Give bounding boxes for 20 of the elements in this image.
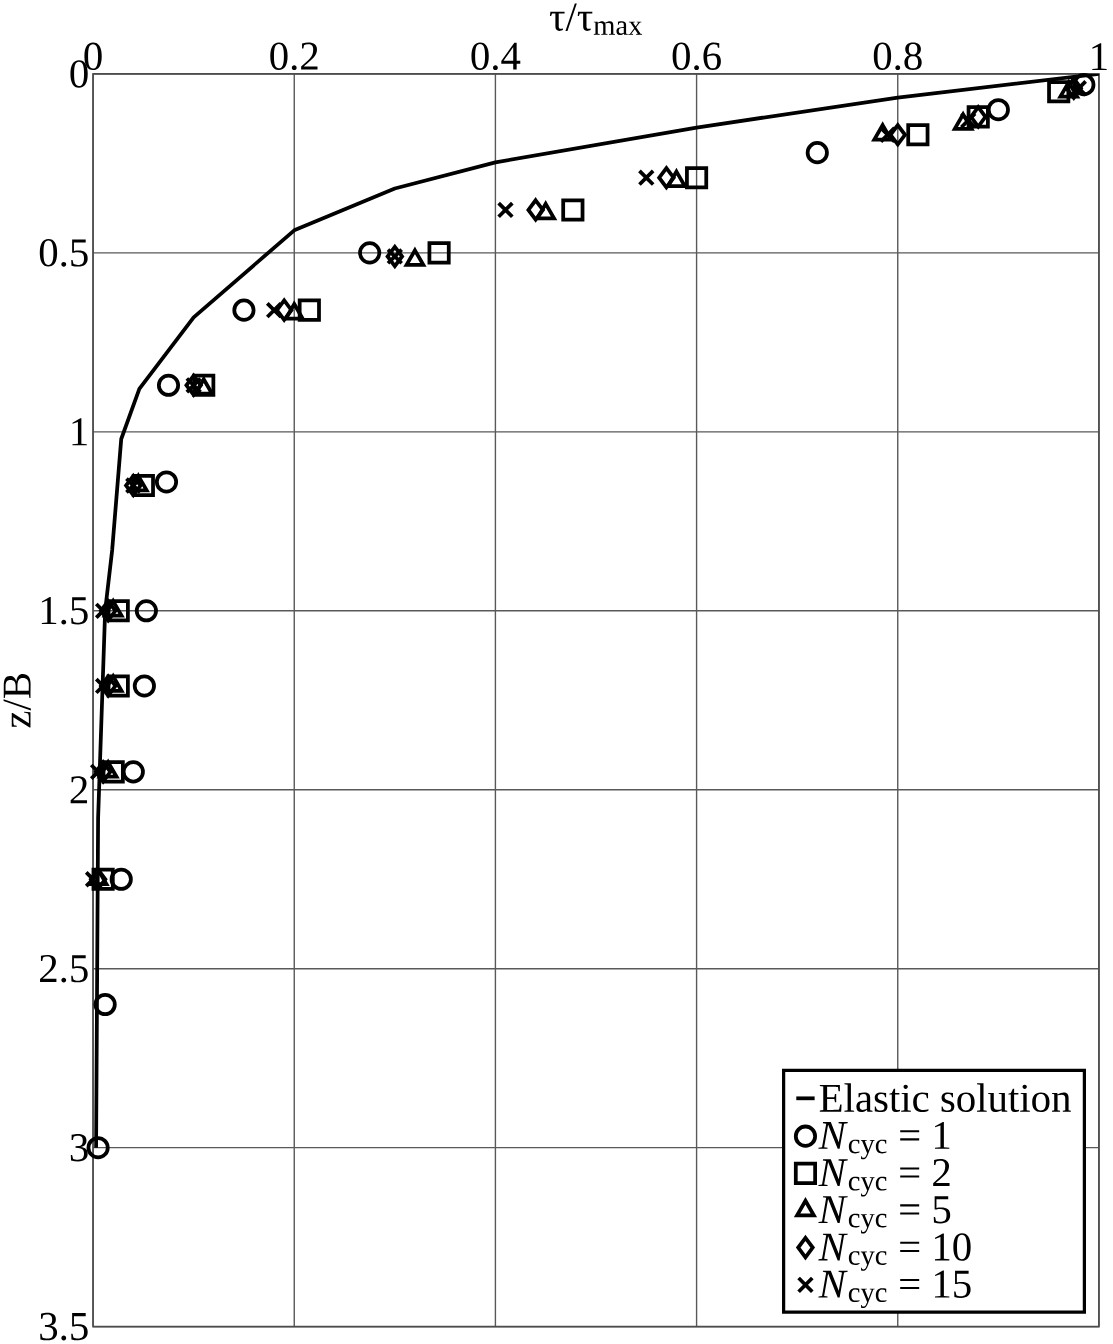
legend-label: N$_{cyc}$ = 5 xyxy=(818,1196,951,1234)
legend-label: Elastic solution xyxy=(819,1083,1071,1113)
y-tick-label: 3.5 xyxy=(40,1312,88,1341)
x-tick-label: 0.4 xyxy=(471,42,521,71)
legend-label: N$_{cyc}$ = 2 xyxy=(818,1159,950,1197)
legend-label: N$_{cyc}$ = 1 xyxy=(818,1121,950,1160)
y-tick-label: 1 xyxy=(72,418,87,446)
y-axis-title: z/B xyxy=(3,673,32,728)
y-tick-label: 2 xyxy=(70,776,88,804)
x-axis-title: τ/τ$_{max}$ xyxy=(550,3,643,36)
y-tick-label: 3 xyxy=(70,1133,88,1162)
x-tick-label: 0.6 xyxy=(672,42,722,71)
y-tick-label: 0.5 xyxy=(39,239,88,267)
y-tick-label: 2.5 xyxy=(40,954,88,983)
y-tick-label: 1.5 xyxy=(41,597,88,625)
x-tick-label: 1 xyxy=(1092,43,1107,71)
legend-label: N$_{cyc}$ = 15 xyxy=(818,1270,971,1308)
legend-label: N$_{cyc}$ = 10 xyxy=(818,1233,971,1271)
x-tick-label: 0.2 xyxy=(270,42,318,71)
x-tick-label: 0.8 xyxy=(873,42,922,71)
